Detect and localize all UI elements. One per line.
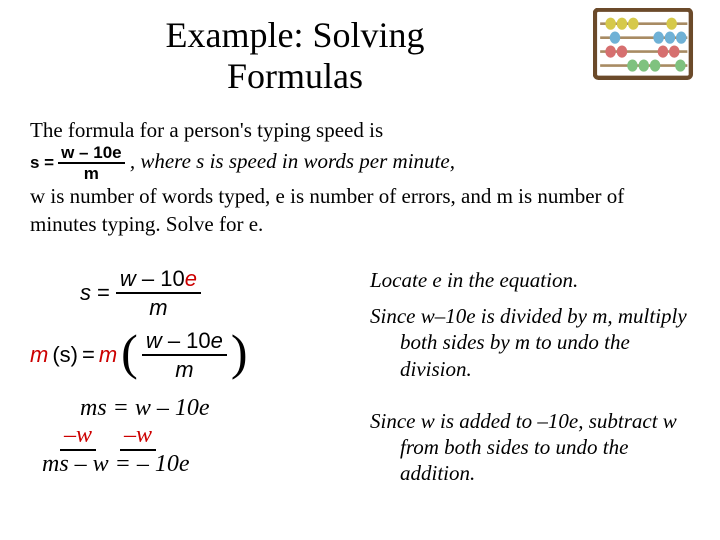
s1-den: m: [149, 294, 167, 319]
explanations: Locate e in the equation. Since w–10e is…: [370, 267, 690, 497]
s4-sub-left: –w: [60, 422, 96, 451]
s2-m-left: m: [30, 342, 48, 368]
inline-formula: s = w – 10e m: [30, 144, 125, 182]
s2-den: m: [175, 356, 193, 381]
explain-1: Locate e in the equation.: [370, 267, 690, 293]
step-1: s = w – 10e m: [80, 267, 340, 319]
step-5: ms – w = – 10e: [42, 451, 340, 478]
lparen-icon: (: [121, 332, 138, 378]
work-steps: s = w – 10e m m (s) = m ( w – 10e m: [30, 267, 340, 497]
s1-w: w: [120, 266, 136, 291]
explain-2: Since w–10e is divided by m, multiply bo…: [370, 303, 690, 382]
s1-mid: – 10: [136, 266, 185, 291]
s2-s: (s): [52, 342, 78, 368]
step-2: m (s) = m ( w – 10e m ): [30, 329, 340, 381]
s2-eq: =: [82, 342, 95, 368]
title-line1: Example: Solving: [166, 15, 425, 55]
step-3: ms = w – 10e: [80, 395, 340, 422]
abacus-icon: [593, 8, 698, 83]
s1-e: e: [185, 266, 197, 291]
slide-title: Example: Solving Formulas: [30, 15, 690, 98]
formula-numerator: w – 10e: [58, 144, 125, 164]
step-4: –w –w: [60, 422, 340, 451]
explain-3: Since w is added to –10e, subtract w fro…: [370, 408, 690, 487]
s1-eq: =: [97, 280, 110, 306]
problem-statement: The formula for a person's typing speed …: [30, 116, 690, 239]
formula-denominator: m: [84, 164, 99, 182]
problem-intro: The formula for a person's typing speed …: [30, 118, 383, 142]
problem-line2: w is number of words typed, e is number …: [30, 184, 624, 236]
title-line2: Formulas: [227, 56, 363, 96]
s4-sub-right: –w: [120, 422, 156, 451]
formula-lhs: s =: [30, 152, 54, 175]
rparen-icon: ): [231, 332, 248, 378]
where-clause: , where s is speed in words per minute,: [130, 149, 455, 173]
s2-m-right: m: [99, 342, 117, 368]
s1-lhs: s: [80, 280, 91, 306]
